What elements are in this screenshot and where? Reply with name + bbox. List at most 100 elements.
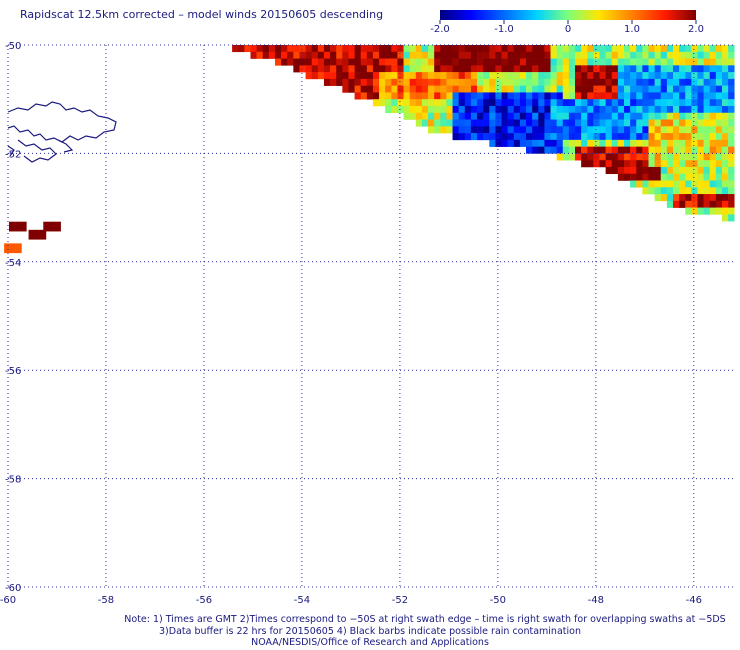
heatmap-cell	[728, 139, 735, 147]
heatmap-cell	[446, 65, 453, 73]
heatmap-cell	[452, 51, 459, 59]
heatmap-cell	[323, 58, 331, 66]
heatmap-cell	[464, 99, 472, 107]
heatmap-cell	[299, 45, 306, 53]
heatmap-cell	[538, 92, 545, 100]
heatmap-cell	[452, 45, 459, 53]
heatmap-cell	[721, 173, 729, 181]
heatmap-cell	[458, 85, 466, 93]
heatmap-cell	[421, 112, 429, 120]
heatmap-cell	[587, 51, 594, 59]
heatmap-cell	[660, 153, 668, 161]
heatmap-cell	[599, 45, 606, 53]
heatmap-cell	[581, 139, 588, 147]
heatmap-cell	[654, 166, 662, 175]
heatmap-cell	[403, 72, 410, 80]
heatmap-cell	[532, 99, 539, 107]
heatmap-cell	[464, 45, 472, 53]
heatmap-cell	[709, 126, 717, 134]
heatmap-cell	[685, 200, 692, 208]
heatmap-cell	[703, 112, 711, 120]
heatmap-cell	[691, 180, 698, 188]
heatmap-cell	[666, 78, 674, 86]
heatmap-cell	[660, 92, 668, 100]
heatmap-cell	[305, 72, 313, 80]
heatmap-cell	[477, 105, 484, 114]
heatmap-cell	[501, 58, 508, 66]
heatmap-cell	[703, 187, 711, 195]
heatmap-cell	[672, 133, 680, 141]
heatmap-cell	[728, 200, 735, 208]
heatmap-cell	[495, 139, 502, 147]
heatmap-cell	[648, 146, 655, 154]
heatmap-cell	[703, 200, 711, 208]
heatmap-cell	[464, 126, 472, 134]
heatmap-cell	[685, 65, 692, 73]
heatmap-cell	[666, 126, 674, 134]
heatmap-cell	[642, 146, 649, 154]
heatmap-cell	[428, 85, 435, 93]
heatmap-cell	[440, 92, 447, 100]
heatmap-cell	[636, 92, 643, 100]
heatmap-cell	[513, 105, 521, 114]
heatmap-cell	[372, 45, 380, 53]
heatmap-cell	[611, 112, 619, 120]
heatmap-cell	[403, 58, 410, 66]
heatmap-cell	[568, 85, 576, 93]
heatmap-cell	[495, 65, 502, 73]
heatmap-cell	[489, 119, 496, 127]
heatmap-cell	[526, 146, 533, 154]
heatmap-cell	[703, 65, 711, 73]
heatmap-cell	[415, 112, 423, 120]
heatmap-cell	[568, 92, 576, 100]
heatmap-cell	[409, 78, 417, 86]
heatmap-cell-isolated	[4, 243, 22, 254]
heatmap-cell	[685, 85, 692, 93]
heatmap-cell	[293, 45, 300, 53]
heatmap-cell	[636, 126, 643, 134]
heatmap-cell	[519, 51, 527, 59]
heatmap-cell	[519, 58, 527, 66]
heatmap-cell	[477, 72, 484, 80]
heatmap-cell	[611, 166, 619, 175]
heatmap-cell	[507, 99, 515, 107]
heatmap-cell	[397, 51, 404, 59]
heatmap-cell	[605, 45, 613, 53]
heatmap-cell	[679, 112, 686, 120]
heatmap-cell	[679, 187, 686, 195]
heatmap-cell	[605, 85, 613, 93]
heatmap-cell	[715, 119, 723, 127]
heatmap-cell	[728, 153, 735, 161]
heatmap-cell	[556, 58, 564, 66]
heatmap-cell	[685, 119, 692, 127]
heatmap-cell	[697, 92, 704, 100]
heatmap-cell	[581, 58, 588, 66]
heatmap-cell	[556, 146, 564, 154]
heatmap-cell	[660, 112, 668, 120]
heatmap-cell	[568, 65, 576, 73]
heatmap-cell	[550, 65, 557, 73]
heatmap-cell	[397, 65, 404, 73]
heatmap-cell	[556, 45, 564, 53]
heatmap-cell	[605, 65, 613, 73]
heatmap-cell	[452, 119, 459, 127]
heatmap-cell	[446, 45, 453, 53]
heatmap-cell	[532, 85, 539, 93]
heatmap-cell	[642, 105, 649, 114]
heatmap-cell	[434, 65, 441, 73]
heatmap-cell	[470, 112, 478, 120]
heatmap-cell	[679, 173, 686, 181]
heatmap-cell	[654, 99, 662, 107]
heatmap-cell	[715, 139, 723, 147]
heatmap-cell	[679, 153, 686, 161]
heatmap-cell	[379, 45, 386, 53]
heatmap-cell	[354, 65, 362, 73]
heatmap-cell	[519, 92, 527, 100]
heatmap-cell	[709, 92, 717, 100]
heatmap-cell	[519, 65, 527, 73]
heatmap-cell	[501, 133, 508, 141]
heatmap-cell	[477, 133, 484, 141]
heatmap-cell	[685, 180, 692, 188]
heatmap-cell	[581, 99, 588, 107]
heatmap-cell	[379, 51, 386, 59]
